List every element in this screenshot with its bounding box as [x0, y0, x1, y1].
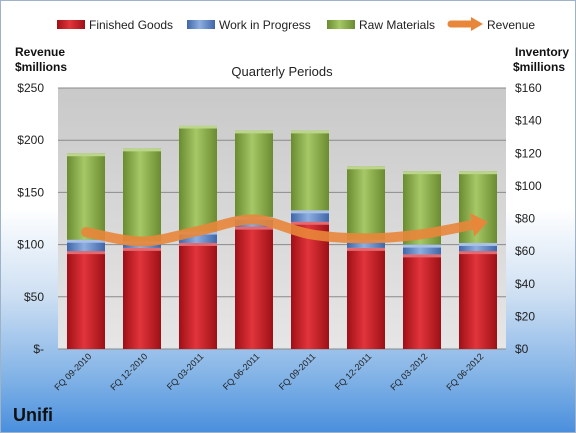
company-name: Unifi: [13, 405, 53, 425]
category-label: FQ 06-2012: [444, 351, 485, 392]
bar-work-in-progress-top: [459, 242, 497, 246]
bar-work-in-progress: [403, 244, 441, 255]
category-label: FQ 06-2011: [221, 351, 262, 392]
right-tick-label: $120: [515, 146, 542, 160]
legend-label-raw-materials: Raw Materials: [359, 18, 435, 32]
category-labels: FQ 09-2010 FQ 12-2010 FQ 03-2011 FQ 06-2011…: [52, 351, 485, 392]
category-label: FQ 09-2010: [52, 351, 93, 392]
left-tick-label: $150: [17, 185, 44, 199]
category-label: FQ 09-2011: [277, 351, 318, 392]
left-axis-title-line2: $millions: [15, 60, 67, 74]
right-tick-label: $80: [515, 212, 535, 226]
left-tick-label: $250: [17, 81, 44, 95]
right-axis-title-line1: Inventory: [515, 45, 569, 59]
category-label: FQ 03-2012: [388, 351, 429, 392]
bar-raw-materials: [347, 166, 385, 240]
bar-finished-goods: [235, 226, 273, 349]
bar-work-in-progress: [179, 231, 217, 243]
left-tick-label: $50: [24, 290, 44, 304]
category-label: FQ 12-2010: [108, 351, 149, 392]
legend-label-revenue: Revenue: [487, 18, 535, 32]
bar-work-in-progress: [459, 242, 497, 252]
left-tick-label: $-: [33, 342, 44, 356]
bar-raw-materials-top: [235, 130, 273, 134]
bar-work-in-progress-top: [291, 210, 329, 214]
right-axis-ticks: $0 $20 $40 $60 $80 $100 $120 $140 $160: [515, 81, 542, 356]
legend-swatch-work-in-progress: [187, 20, 215, 29]
right-tick-label: $100: [515, 179, 542, 193]
legend-swatch-finished-goods: [57, 20, 85, 29]
right-tick-label: $0: [515, 342, 529, 356]
right-tick-label: $60: [515, 244, 535, 258]
bar-finished-goods-top: [291, 221, 329, 225]
bar-finished-goods-top: [123, 247, 161, 251]
bar-work-in-progress: [291, 210, 329, 222]
bar-work-in-progress: [67, 239, 105, 252]
category-label: FQ 12-2011: [333, 351, 374, 392]
bar-raw-materials-top: [347, 166, 385, 170]
bar-finished-goods-top: [179, 242, 217, 246]
left-axis-ticks: $- $50 $100 $150 $200 $250: [17, 81, 44, 356]
right-axis-title-line2: $millions: [513, 60, 565, 74]
bar-finished-goods: [67, 251, 105, 349]
bar-finished-goods: [459, 251, 497, 349]
bar-raw-materials-top: [291, 130, 329, 134]
bar-finished-goods: [123, 247, 161, 349]
bar-finished-goods: [291, 221, 329, 349]
right-tick-label: $20: [515, 309, 535, 323]
bar-finished-goods-top: [347, 247, 385, 251]
bar-raw-materials-top: [179, 125, 217, 129]
bar-raw-materials: [67, 153, 105, 240]
revenue-line: [81, 214, 483, 247]
bar-work-in-progress-top: [67, 239, 105, 243]
right-tick-label: $40: [515, 277, 535, 291]
bar-raw-materials-top: [459, 171, 497, 175]
right-tick-label: $160: [515, 81, 542, 95]
bar-raw-materials-top: [67, 153, 105, 157]
bar-work-in-progress: [347, 239, 385, 248]
bar-finished-goods-top: [459, 251, 497, 255]
legend-swatch-revenue-arrowhead: [471, 17, 483, 31]
bar-finished-goods: [403, 254, 441, 349]
right-tick-label: $140: [515, 114, 542, 128]
legend-label-finished-goods: Finished Goods: [89, 18, 173, 32]
bar-finished-goods-top: [67, 251, 105, 255]
left-axis-title-line1: Revenue: [15, 45, 65, 59]
bar-raw-materials: [179, 125, 217, 232]
bar-finished-goods: [179, 242, 217, 349]
bar-finished-goods: [347, 247, 385, 349]
bar-raw-materials-top: [403, 171, 441, 175]
category-label: FQ 03-2011: [165, 351, 206, 392]
bar-raw-materials: [235, 130, 273, 217]
bars: [67, 125, 497, 349]
bar-raw-materials: [291, 130, 329, 211]
legend: Finished Goods Work in Progress Raw Mate…: [57, 17, 535, 32]
bar-raw-materials: [123, 148, 161, 242]
bar-finished-goods-top: [403, 254, 441, 258]
left-tick-label: $100: [17, 238, 44, 252]
chart-subtitle: Quarterly Periods: [231, 64, 333, 79]
legend-swatch-raw-materials: [327, 20, 355, 29]
bar-finished-goods-top: [235, 226, 273, 230]
left-tick-label: $200: [17, 133, 44, 147]
revenue-arrowhead: [469, 213, 488, 237]
revenue-line-group: [81, 213, 488, 247]
legend-label-work-in-progress: Work in Progress: [219, 18, 311, 32]
bar-raw-materials-top: [123, 148, 161, 152]
bar-work-in-progress-top: [403, 244, 441, 248]
